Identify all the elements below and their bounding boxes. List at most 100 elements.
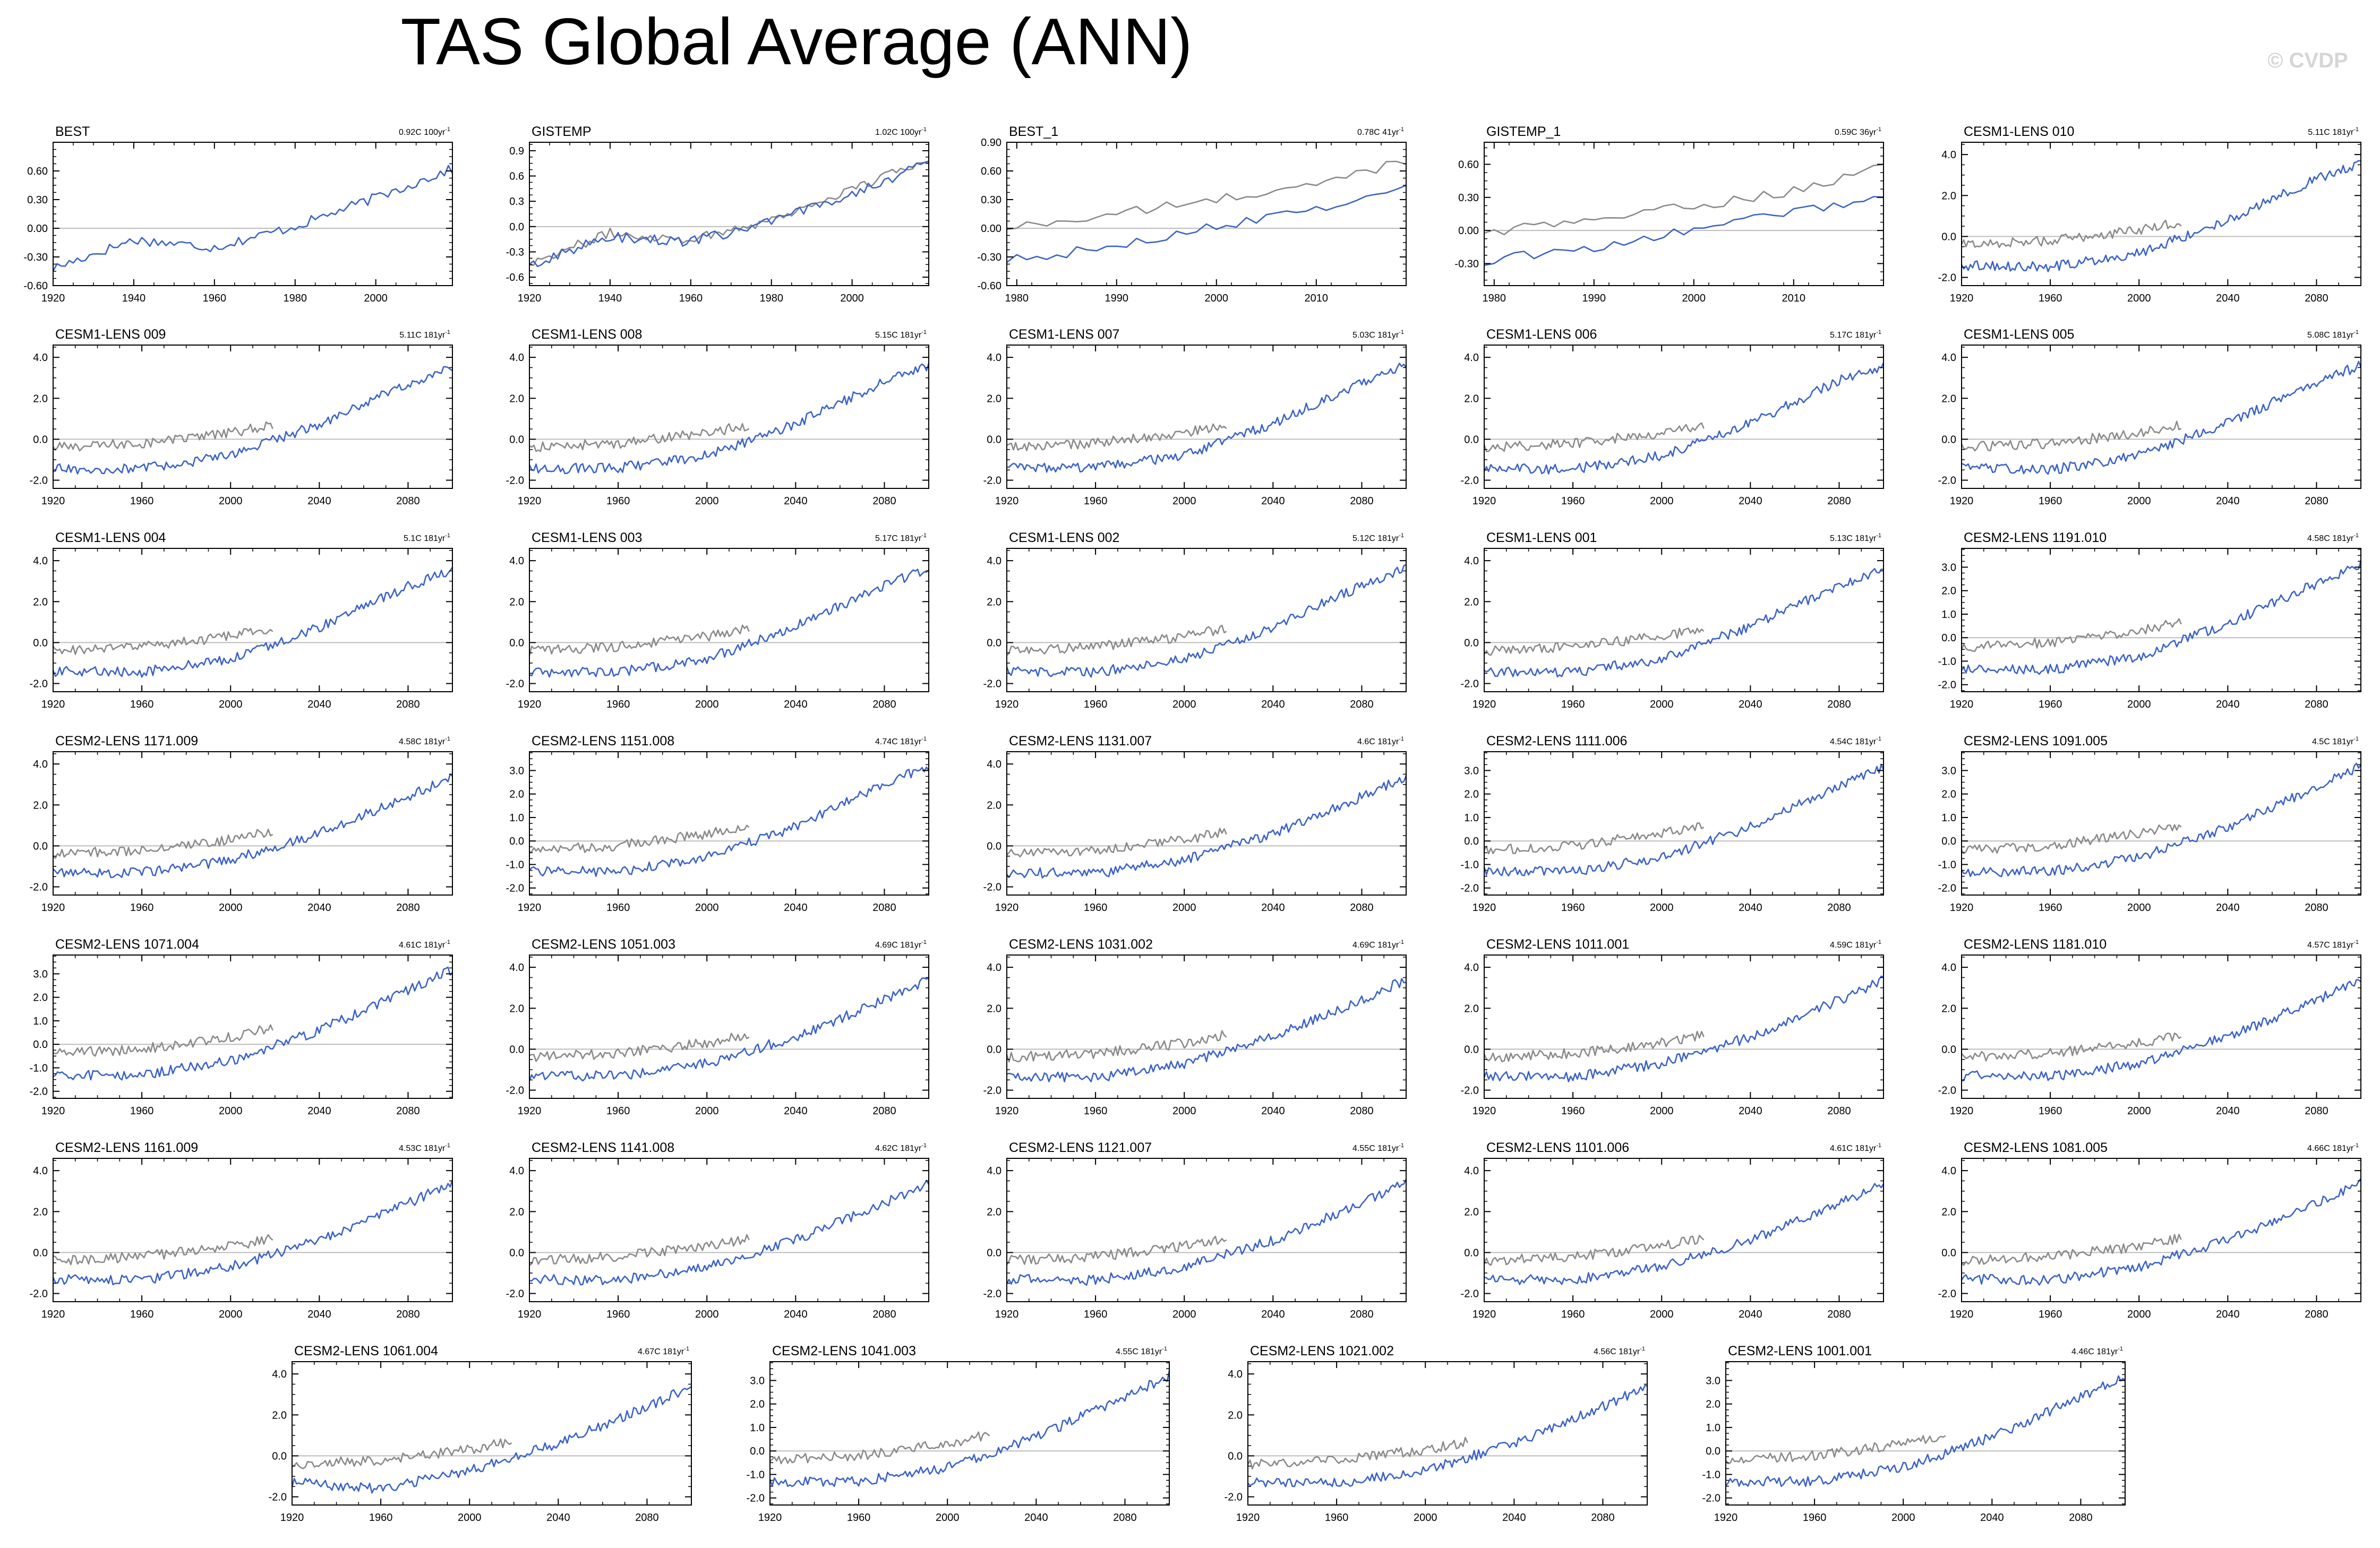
y-tick-label: 0.30 (27, 194, 48, 206)
trend-exponent: -1 (2353, 736, 2359, 742)
x-tick-label: 1960 (2039, 1105, 2062, 1117)
model-series-line (529, 160, 929, 268)
panel-trend: 0.78C 41yr-1 (1357, 126, 1404, 137)
y-tick-label: 4.0 (509, 962, 524, 974)
panel-title: CESM1-LENS 005 (1964, 327, 2074, 342)
model-series-line (1247, 1384, 1648, 1487)
x-tick-label: 2040 (307, 1309, 331, 1320)
panel-trend: 0.92C 100yr-1 (399, 126, 450, 137)
y-tick-label: -2.0 (506, 1085, 524, 1097)
x-tick-label: 2040 (1739, 495, 1762, 507)
x-tick-label: 1960 (130, 902, 154, 914)
y-tick-label: 0.0 (33, 637, 48, 649)
x-tick-label: 2000 (1172, 495, 1196, 507)
x-tick-label: 1960 (130, 1105, 154, 1117)
panel-frame (1006, 345, 1407, 489)
model-series-line (1960, 1178, 2361, 1286)
trend-exponent: -1 (1640, 1346, 1645, 1352)
x-tick-label: 1960 (1084, 902, 1108, 914)
y-tick-label: 2.0 (33, 992, 48, 1004)
obs-series-line (53, 829, 273, 859)
model-series-line (529, 766, 930, 877)
x-tick-label: 2080 (872, 902, 896, 914)
x-tick-label: 1920 (1472, 1105, 1496, 1117)
y-tick-label: -2.0 (1461, 883, 1479, 895)
x-tick-label: 2040 (1024, 1512, 1048, 1524)
y-tick-label: 4.0 (1464, 555, 1479, 567)
y-tick-label: 0.0 (1464, 836, 1479, 847)
model-series-line (1483, 362, 1885, 475)
x-tick-label: 2040 (1739, 1309, 1762, 1320)
panel-frame (529, 345, 929, 489)
x-tick-label: 2000 (695, 902, 719, 914)
chart-panel: CESM1-LENS 004 5.1C 181yr-1 -2.0 0.0 2.0 4.0 1… (30, 530, 453, 710)
y-tick-label: -2.0 (30, 882, 48, 893)
chart-panel: CESM1-LENS 007 5.03C 181yr-1 -2.0 0.0 2.0 4.0… (983, 327, 1407, 507)
x-tick-label: 1960 (847, 1512, 871, 1524)
x-tick-label: 2040 (1739, 1105, 1762, 1117)
trend-exponent: -1 (1876, 736, 1881, 742)
x-tick-label: 1980 (284, 293, 307, 304)
y-tick-label: 3.0 (509, 765, 524, 777)
y-tick-label: 2.0 (987, 1003, 1001, 1014)
y-tick-label: 0.0 (33, 1039, 48, 1051)
y-tick-label: 1.0 (509, 812, 524, 824)
y-tick-label: -2.0 (269, 1492, 287, 1503)
obs-series-line (53, 1024, 273, 1057)
chart-panel: CESM2-LENS 1171.009 4.58C 181yr-1 -2.0 0.0 2… (30, 734, 453, 914)
y-tick-label: 1.0 (750, 1422, 765, 1434)
model-series-line (1006, 564, 1407, 678)
chart-panel: CESM1-LENS 008 5.15C 181yr-1 -2.0 0.0 2.0 4.0… (506, 327, 930, 507)
panel-frame (1247, 1361, 1648, 1506)
y-tick-label: 4.0 (33, 555, 48, 567)
y-tick-label: 2.0 (987, 799, 1001, 811)
x-tick-label: 1920 (41, 1309, 65, 1320)
x-tick-label: 2040 (1261, 902, 1285, 914)
x-tick-label: 2080 (2069, 1512, 2093, 1524)
x-tick-label: 2080 (2305, 1309, 2328, 1320)
page-title: TAS Global Average (ANN) (400, 5, 1193, 79)
y-tick-label: 0.0 (509, 836, 524, 847)
x-tick-label: 2080 (396, 495, 420, 507)
obs-series-line (1006, 160, 1407, 230)
x-tick-label: 2040 (307, 902, 331, 914)
chart-panel: CESM2-LENS 1141.008 4.62C 181yr-1 -2.0 0.0 2… (506, 1140, 930, 1320)
y-tick-label: -2.0 (1938, 1288, 1956, 1300)
x-tick-label: 1940 (122, 293, 146, 304)
x-tick-label: 2000 (1682, 293, 1706, 304)
model-series-line (1484, 196, 1884, 266)
panel-trend: 5.12C 181yr-1 (1352, 532, 1404, 543)
x-tick-label: 2000 (219, 495, 243, 507)
y-tick-label: 4.0 (509, 555, 524, 567)
x-tick-label: 2040 (2216, 495, 2240, 507)
y-tick-label: -2.0 (506, 475, 524, 487)
x-tick-label: 1960 (2039, 293, 2062, 304)
y-tick-label: 2.0 (987, 1206, 1001, 1218)
panel-trend: 4.54C 181yr-1 (1830, 736, 1881, 746)
y-tick-label: 0.60 (1458, 159, 1479, 171)
panel-frame (1006, 954, 1407, 1099)
chart-panel: CESM1-LENS 006 5.17C 181yr-1 -2.0 0.0 2.0 4.0… (1461, 327, 1885, 507)
y-tick-label: -0.30 (1454, 258, 1479, 270)
x-tick-label: 1960 (130, 495, 154, 507)
panel-title: CESM2-LENS 1041.003 (772, 1344, 916, 1358)
x-tick-label: 1960 (606, 1105, 630, 1117)
y-tick-label: 2.0 (1941, 789, 1956, 801)
x-tick-label: 1920 (758, 1512, 782, 1524)
y-tick-label: -2.0 (747, 1493, 765, 1504)
y-tick-label: 2.0 (33, 1206, 48, 1218)
x-tick-label: 2080 (396, 699, 420, 710)
y-tick-label: 3.0 (1706, 1375, 1720, 1387)
panel-frame (53, 751, 453, 896)
x-tick-label: 1920 (1472, 495, 1496, 507)
x-tick-label: 1920 (518, 293, 542, 304)
y-tick-label: 0.0 (750, 1446, 765, 1457)
y-tick-label: -2.0 (1938, 272, 1956, 284)
x-tick-label: 1960 (203, 293, 227, 304)
chart-panel: CESM2-LENS 1161.009 4.53C 181yr-1 -2.0 0.0 2… (30, 1140, 453, 1320)
x-tick-label: 2080 (1350, 495, 1374, 507)
panel-trend: 4.55C 181yr-1 (1352, 1142, 1404, 1153)
trend-exponent: -1 (921, 126, 927, 133)
trend-exponent: -1 (445, 1142, 450, 1149)
x-tick-label: 2080 (1827, 699, 1851, 710)
